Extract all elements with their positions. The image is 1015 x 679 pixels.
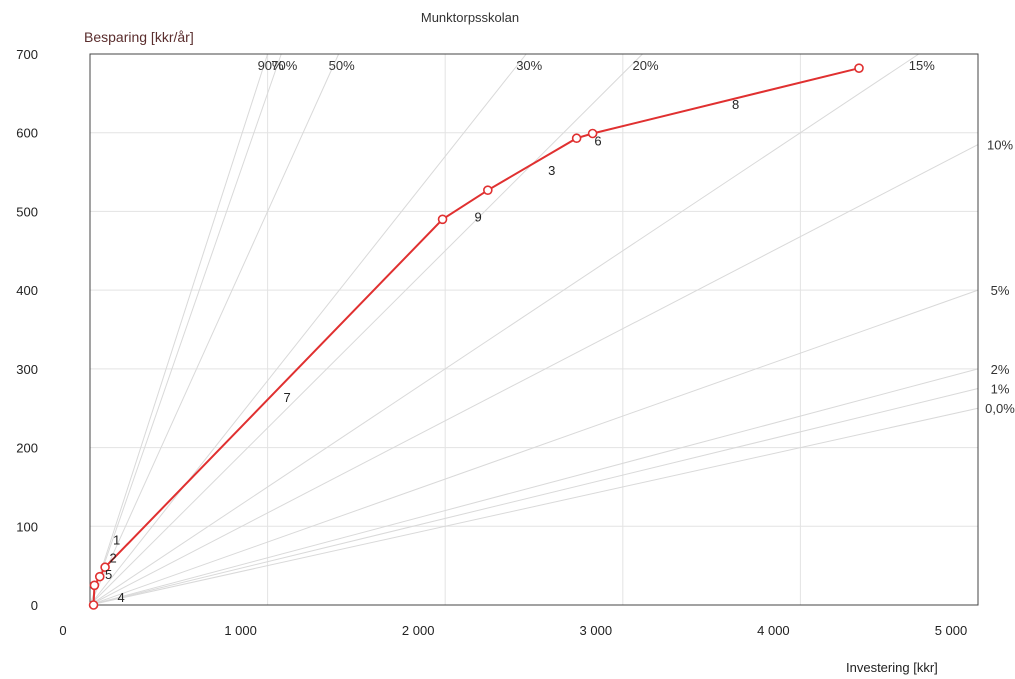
x-tick-label: 3 000 xyxy=(580,623,613,638)
data-point xyxy=(94,571,105,582)
reference-line-label: 50% xyxy=(329,58,355,73)
point-label: 5 xyxy=(105,567,112,582)
point-label: 7 xyxy=(284,390,291,405)
point-label: 1 xyxy=(113,532,120,547)
data-point xyxy=(89,580,100,591)
reference-line-label: 15% xyxy=(909,58,935,73)
reference-line xyxy=(89,53,527,606)
data-point xyxy=(854,63,864,73)
series-line xyxy=(92,67,860,606)
data-point xyxy=(483,185,493,195)
series-layer xyxy=(88,63,864,610)
x-tick-label: 4 000 xyxy=(757,623,790,638)
point-label: 3 xyxy=(548,163,555,178)
reference-line xyxy=(89,144,979,606)
data-point xyxy=(100,562,110,573)
y-tick-label: 700 xyxy=(16,47,38,62)
x-axis-label: Investering [kkr] xyxy=(846,660,938,675)
y-tick-label: 400 xyxy=(16,283,38,298)
point-label: 6 xyxy=(594,133,601,148)
data-point xyxy=(587,128,598,139)
reference-line-label: 90% xyxy=(258,58,284,73)
y-tick-label: 0 xyxy=(31,598,38,613)
reference-line-label: 0,0% xyxy=(985,401,1015,416)
reference-line-label: 2% xyxy=(991,362,1010,377)
y-axis-label: Besparing [kkr/år] xyxy=(84,29,194,45)
reference-line-labels: 90%70% 50% 30% 20% 15% 10% 5% 2% 1% 0,0% xyxy=(258,58,1015,416)
x-tick-label: 5 000 xyxy=(935,623,968,638)
reference-line-label: 30% xyxy=(516,58,542,73)
reference-line xyxy=(89,368,979,606)
reference-line xyxy=(89,407,979,606)
chart-title: Munktorpsskolan xyxy=(420,10,520,25)
point-labels: 1 2 54 7 9 3 6 8 xyxy=(105,97,739,605)
y-tick-label: 100 xyxy=(16,519,38,534)
x-tick-label: 0 xyxy=(59,623,66,638)
data-point xyxy=(88,600,99,610)
y-tick-label: 600 xyxy=(16,126,38,141)
point-label: 9 xyxy=(474,210,481,225)
reference-line xyxy=(89,53,920,606)
point-label: 2 xyxy=(109,550,116,565)
reference-line xyxy=(89,289,979,606)
x-tick-label: 2 000 xyxy=(402,623,435,638)
reference-line xyxy=(89,388,979,606)
reference-lines xyxy=(89,53,979,606)
plot-frame xyxy=(89,53,979,606)
y-axis-ticks: 0 100 200 300 400 500 600 700 xyxy=(16,47,38,613)
y-tick-label: 200 xyxy=(16,441,38,456)
x-tick-label: 1 000 xyxy=(224,623,257,638)
reference-line-label: 5% xyxy=(991,283,1010,298)
reference-line xyxy=(89,53,282,606)
data-point xyxy=(571,133,582,144)
grid xyxy=(89,53,979,606)
reference-line-label: 10% xyxy=(987,138,1013,153)
reference-line xyxy=(89,53,643,606)
reference-line xyxy=(89,53,269,606)
data-point xyxy=(437,214,448,225)
point-label: 4 xyxy=(117,590,124,605)
y-tick-label: 300 xyxy=(16,362,38,377)
x-axis-ticks: 0 1 000 2 000 3 000 4 000 5 000 xyxy=(59,623,967,638)
reference-line xyxy=(89,53,340,606)
reference-line-label: 70% xyxy=(271,58,297,73)
point-label: 8 xyxy=(732,97,739,112)
reference-line-label: 20% xyxy=(633,58,659,73)
reference-line-label: 1% xyxy=(991,382,1010,397)
y-tick-label: 500 xyxy=(16,204,38,219)
